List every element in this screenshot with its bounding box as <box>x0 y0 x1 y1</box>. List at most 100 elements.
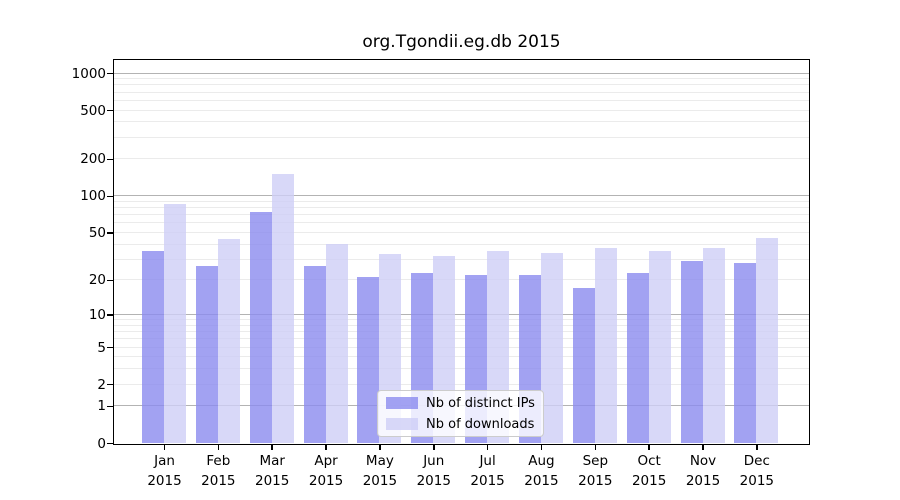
x-tick-label-oct: Oct 2015 <box>631 453 667 489</box>
gridline-minor <box>114 136 809 138</box>
gridlines-layer <box>114 60 809 444</box>
x-tick-mark <box>217 445 220 450</box>
y-tick-mark <box>107 72 113 75</box>
bar-sep-downloads <box>594 248 617 443</box>
y-tick-mark <box>107 232 113 234</box>
gridline-minor <box>114 214 809 216</box>
bar-aug-downloads <box>540 252 563 443</box>
y-tick-label-100: 100 <box>80 188 106 205</box>
x-tick-label-aug: Aug 2015 <box>524 453 559 489</box>
x-tick-label-mar: Mar 2015 <box>255 453 290 489</box>
x-tick-mark <box>486 445 489 450</box>
legend-label-distinct-ips: Nb of distinct IPs <box>426 395 535 411</box>
x-tick-mark <box>325 445 327 450</box>
gridline-minor <box>114 319 809 321</box>
legend-swatch-downloads <box>386 418 418 430</box>
x-tick-label-apr: Apr 2015 <box>308 453 344 489</box>
legend-item-distinct-ips: Nb of distinct IPs <box>386 395 535 412</box>
y-tick-mark <box>107 109 113 112</box>
chart-title: org.Tgondii.eg.db 2015 <box>362 32 561 52</box>
x-tick-label-jan: Jan 2015 <box>147 453 182 489</box>
x-tick-label-nov: Nov 2015 <box>685 453 721 489</box>
y-tick-label-20: 20 <box>88 272 106 289</box>
y-tick-label-200: 200 <box>80 151 106 168</box>
x-tick-label-sep: Sep 2015 <box>578 453 613 489</box>
gridline-minor <box>114 78 809 80</box>
y-tick-mark <box>107 314 113 316</box>
bars-layer <box>114 60 809 444</box>
y-tick-mark <box>107 405 113 408</box>
bar-oct-downloads <box>648 251 671 443</box>
y-tick-mark <box>107 279 113 282</box>
gridline-minor <box>114 158 809 160</box>
legend-swatch-distinct-ips <box>386 397 418 409</box>
x-tick-mark <box>379 445 381 450</box>
gridline-major <box>114 314 809 316</box>
bar-nov-distinct-ips <box>680 260 703 443</box>
bar-oct-distinct-ips <box>626 272 649 443</box>
y-tick-mark <box>107 442 113 445</box>
x-tick-label-dec: Dec 2015 <box>739 453 775 489</box>
gridline-minor <box>114 99 809 101</box>
plot-area: Nb of distinct IPs Nb of downloads <box>113 59 810 445</box>
x-tick-label-may: May 2015 <box>362 453 398 489</box>
bar-may-distinct-ips <box>357 277 380 443</box>
bar-nov-downloads <box>702 248 725 443</box>
legend-item-downloads: Nb of downloads <box>386 416 535 433</box>
gridline-minor <box>114 338 809 340</box>
legend-label-downloads: Nb of downloads <box>426 416 535 432</box>
gridline-minor <box>114 331 809 333</box>
bar-mar-downloads <box>271 174 294 443</box>
x-tick-mark <box>540 445 543 450</box>
y-tick-label-50: 50 <box>88 224 106 241</box>
bar-jan-downloads <box>164 203 186 443</box>
x-tick-label-jun: Jun 2015 <box>416 453 451 489</box>
bar-mar-distinct-ips <box>249 211 272 443</box>
gridline-minor <box>114 356 809 358</box>
x-tick-label-jul: Jul 2015 <box>470 453 505 489</box>
gridline-minor <box>114 121 809 123</box>
gridline-minor <box>114 222 809 224</box>
bar-apr-distinct-ips <box>303 266 326 443</box>
y-tick-mark <box>107 346 113 349</box>
x-tick-mark <box>433 445 435 450</box>
gridline-minor <box>114 207 809 209</box>
y-tick-mark <box>107 158 113 161</box>
gridline-minor <box>114 231 809 233</box>
y-tick-mark <box>107 383 113 386</box>
bar-apr-downloads <box>325 244 348 443</box>
bar-feb-downloads <box>217 239 240 443</box>
legend: Nb of distinct IPs Nb of downloads <box>377 390 544 437</box>
x-tick-mark <box>702 445 704 450</box>
gridline-minor <box>114 109 809 111</box>
y-tick-label-5: 5 <box>97 339 106 356</box>
gridline-major <box>114 72 809 74</box>
gridline-minor <box>114 258 809 260</box>
bar-dec-distinct-ips <box>734 262 757 443</box>
gridline-minor <box>114 383 809 385</box>
gridline-minor <box>114 200 809 202</box>
bar-dec-downloads <box>756 237 779 443</box>
x-tick-mark <box>271 445 273 450</box>
gridline-minor <box>114 279 809 281</box>
y-tick-label-2: 2 <box>97 376 106 393</box>
x-tick-mark <box>648 445 650 450</box>
bar-jan-distinct-ips <box>142 251 164 443</box>
gridline-minor <box>114 346 809 348</box>
gridline-minor <box>114 243 809 245</box>
gridline-major <box>114 195 809 197</box>
bar-sep-distinct-ips <box>572 288 595 443</box>
x-tick-label-feb: Feb 2015 <box>201 453 236 489</box>
gridline-minor <box>114 91 809 93</box>
x-tick-mark <box>163 445 166 450</box>
x-tick-mark <box>756 445 758 450</box>
y-tick-mark <box>107 195 113 198</box>
bar-feb-distinct-ips <box>195 266 218 443</box>
gridline-minor <box>114 368 809 370</box>
y-tick-label-500: 500 <box>80 102 106 119</box>
y-tick-label-1: 1 <box>97 398 106 415</box>
y-tick-label-0: 0 <box>97 435 106 452</box>
y-tick-label-1000: 1000 <box>71 65 106 82</box>
x-tick-mark <box>594 445 597 450</box>
